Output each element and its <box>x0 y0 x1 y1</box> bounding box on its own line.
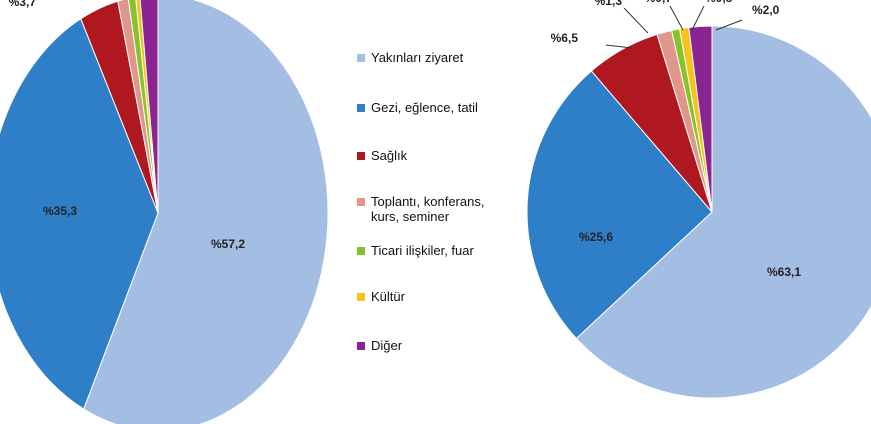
pie-slice-kultur <box>135 0 159 214</box>
data-label: %63,1 <box>767 265 801 279</box>
legend-item-saglik: Sağlık <box>357 148 527 163</box>
data-label: %1,3 <box>595 0 623 8</box>
leader-line <box>623 7 649 34</box>
legend-swatch <box>357 54 365 62</box>
data-label: %25,6 <box>579 230 613 244</box>
pie-slice-yakinlari-ziyaret <box>83 0 329 424</box>
pie-slice-diger <box>139 0 159 214</box>
legend-swatch <box>357 198 365 206</box>
data-label: %57,2 <box>211 237 245 251</box>
legend-label: Diğer <box>371 338 403 353</box>
legend-swatch <box>357 104 365 112</box>
pie-slice-gezi-eglence-tatil <box>526 70 713 340</box>
leader-line <box>669 5 684 31</box>
leader-line <box>605 44 633 49</box>
legend-label: Gezi, eğlence, tatil <box>371 100 478 115</box>
pie-slice-toplanti-konferans-kurs-seminer <box>117 0 159 214</box>
data-label: %0,7 <box>645 0 673 5</box>
data-label: %2,0 <box>752 3 780 17</box>
data-label: %0,8 <box>705 0 733 5</box>
data-label: %3,7 <box>9 0 37 9</box>
legend-label: Ticari ilişkiler, fuar <box>371 243 474 258</box>
legend-swatch <box>357 247 365 255</box>
leader-line <box>691 5 705 31</box>
legend-label: Yakınları ziyaret <box>371 50 464 65</box>
legend-item-gezi-eglence-tatil: Gezi, eğlence, tatil <box>357 100 527 115</box>
legend-item-kultur: Kültür <box>357 289 527 304</box>
pie-slice-gezi-eglence-tatil <box>0 18 159 410</box>
legend-item-diger: Diğer <box>357 338 527 353</box>
legend-swatch <box>357 342 365 350</box>
legend-label: Toplantı, konferans, kurs, seminer <box>371 194 485 224</box>
pie-slice-yakinlari-ziyaret <box>575 25 871 399</box>
legend-label: Sağlık <box>371 148 408 163</box>
pie-chart-left: %57,2 %35,3 %3,7 <box>0 0 329 424</box>
data-label: %35,3 <box>43 204 77 218</box>
legend-swatch <box>357 293 365 301</box>
legend-item-toplanti-konferans: Toplantı, konferans, kurs, seminer <box>357 194 507 224</box>
pie-chart-right: %63,1 %25,6 %6,5 %1,3 %0,7 %0,8 %2,0 <box>526 0 871 399</box>
legend-item-ticari-iliskiler: Ticari ilişkiler, fuar <box>357 243 527 258</box>
pie-slice-ticari-iliskiler-fuar <box>127 0 159 214</box>
pie-slice-diger <box>688 25 713 213</box>
legend-label: Kültür <box>371 289 405 304</box>
legend-swatch <box>357 152 365 160</box>
leader-line <box>715 19 743 31</box>
data-label: %6,5 <box>551 31 579 45</box>
legend-item-yakinlari-ziyaret: Yakınları ziyaret <box>357 50 527 65</box>
